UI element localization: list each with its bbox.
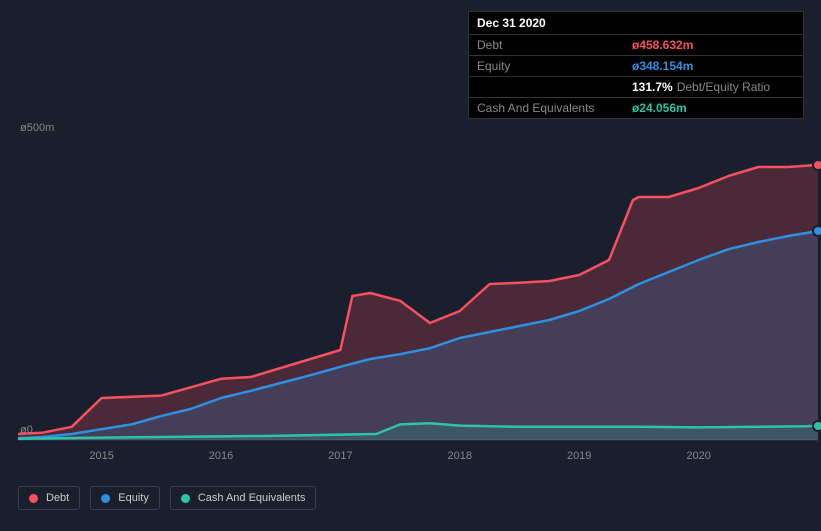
chart-legend: Debt Equity Cash And Equivalents xyxy=(18,486,316,510)
tooltip-row-value: ø348.154m xyxy=(632,59,693,73)
legend-dot-icon xyxy=(101,494,110,503)
x-axis-label: 2016 xyxy=(209,450,233,462)
tooltip-row: Debtø458.632m xyxy=(469,34,803,55)
x-axis-label: 2020 xyxy=(686,450,710,462)
x-axis-label: 2017 xyxy=(328,450,352,462)
y-axis-label: ø500m xyxy=(20,122,54,134)
x-axis-label: 2015 xyxy=(89,450,113,462)
tooltip-row: 131.7% Debt/Equity Ratio xyxy=(469,76,803,97)
hover-tooltip: Dec 31 2020 Debtø458.632mEquityø348.154m… xyxy=(468,11,804,119)
tooltip-date: Dec 31 2020 xyxy=(469,12,803,34)
series-end-marker xyxy=(814,422,821,430)
tooltip-row-label: Equity xyxy=(477,59,632,73)
tooltip-row-value: ø458.632m xyxy=(632,38,693,52)
tooltip-ratio-value: 131.7% xyxy=(632,80,673,94)
x-axis-label: 2018 xyxy=(448,450,472,462)
y-axis-label: ø0 xyxy=(20,424,33,436)
series-end-marker xyxy=(814,227,821,235)
tooltip-row-label: Debt xyxy=(477,38,632,52)
legend-dot-icon xyxy=(181,494,190,503)
tooltip-row-label: Cash And Equivalents xyxy=(477,101,632,115)
tooltip-row: Equityø348.154m xyxy=(469,55,803,76)
legend-item[interactable]: Debt xyxy=(18,486,80,510)
legend-item[interactable]: Cash And Equivalents xyxy=(170,486,317,510)
tooltip-ratio-label: Debt/Equity Ratio xyxy=(677,80,770,94)
series-end-marker xyxy=(814,161,821,169)
tooltip-row-value: ø24.056m xyxy=(632,101,687,115)
tooltip-row: Cash And Equivalentsø24.056m xyxy=(469,97,803,118)
legend-item[interactable]: Equity xyxy=(90,486,160,510)
legend-label: Equity xyxy=(118,492,149,504)
legend-label: Debt xyxy=(46,492,69,504)
tooltip-row-label xyxy=(477,80,632,94)
x-axis-label: 2019 xyxy=(567,450,591,462)
legend-dot-icon xyxy=(29,494,38,503)
legend-label: Cash And Equivalents xyxy=(198,492,306,504)
